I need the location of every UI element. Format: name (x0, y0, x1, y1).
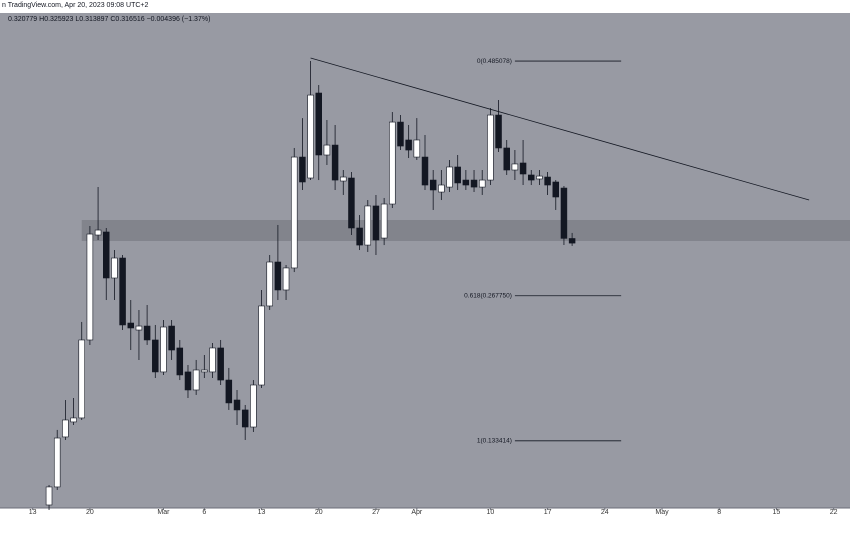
candle-body (519, 162, 527, 175)
candle-body (94, 229, 102, 236)
candle-body (397, 121, 404, 147)
candle-body (307, 94, 314, 179)
candle-body (364, 205, 372, 246)
x-tick-label: May (655, 509, 669, 516)
candle-body (323, 144, 331, 156)
candle-body (552, 181, 560, 198)
x-tick-label: 22 (830, 509, 838, 516)
candle-body (331, 144, 339, 181)
candle-body (160, 326, 167, 373)
candle-body (250, 384, 257, 428)
x-tick-label: Apr (411, 509, 423, 516)
candle-body (495, 114, 502, 149)
x-tick-label: 13 (29, 509, 37, 516)
candle-body (315, 92, 322, 156)
candle-body (299, 156, 306, 183)
trendline (310, 57, 810, 201)
candle-body (290, 156, 298, 269)
ohlc-readout: 0.320779 H0.325923 L0.313897 C0.316516 −… (8, 16, 210, 23)
x-tick-label: 8 (717, 509, 721, 516)
plot-area (0, 13, 850, 508)
candle-body (503, 147, 510, 171)
candle-body (266, 261, 273, 307)
candle-body (511, 163, 519, 171)
candle-body (568, 238, 576, 244)
candle-body (478, 179, 486, 188)
candle-body (225, 379, 233, 404)
candle-body (413, 139, 421, 158)
candle-body (372, 205, 380, 241)
candle-body (176, 347, 184, 376)
fib-label: 0(0.485078) (477, 58, 512, 65)
x-tick-label: 27 (372, 509, 380, 516)
candle-body (487, 114, 494, 181)
support-zone (81, 220, 850, 241)
x-tick-label: 10 (486, 509, 494, 516)
candle-body (152, 339, 159, 373)
candle-body (78, 339, 85, 419)
candle-body (70, 417, 77, 423)
candle-body (462, 179, 470, 186)
candle-body (446, 166, 453, 188)
candle-body (62, 419, 69, 438)
candle-body (536, 175, 543, 180)
x-tick-label: 15 (773, 509, 781, 516)
candle-body (135, 325, 143, 331)
candle-body (168, 325, 175, 351)
candle-body (233, 399, 241, 411)
candle-body (184, 371, 192, 391)
candle-body (340, 176, 347, 182)
candle-body (528, 174, 535, 181)
candle-body (258, 305, 265, 386)
candle-body (560, 187, 568, 239)
candle-body (438, 184, 445, 193)
x-tick-label: Mar (157, 509, 170, 516)
candle-body (103, 231, 110, 279)
candle-body (429, 179, 437, 191)
x-tick-label: 24 (601, 509, 609, 516)
candle-body (209, 347, 216, 373)
candle-body (274, 261, 282, 291)
candle-body (86, 233, 94, 341)
chart-title: n TradingView.com, Apr 20, 2023 09:08 UT… (2, 2, 148, 9)
fib-label: 1(0.133414) (477, 438, 512, 445)
candle-body (143, 325, 151, 341)
candle-body (53, 437, 61, 488)
candle-body (192, 369, 200, 391)
candle-body (356, 227, 363, 246)
candle-body (282, 267, 290, 291)
x-tick-label: 20 (86, 509, 94, 516)
x-tick-label: 20 (315, 509, 323, 516)
candle-body (389, 121, 396, 205)
candle-body (380, 203, 388, 239)
candle-body (45, 486, 53, 506)
x-tick-label: 6 (202, 509, 206, 516)
candle-body (544, 176, 551, 186)
x-tick-label: 13 (258, 509, 266, 516)
candle-body (348, 177, 355, 229)
candle-body (241, 409, 249, 428)
candle-body (405, 139, 412, 151)
candle-body (111, 257, 118, 279)
fib-label: 0.618(0.267750) (464, 292, 512, 299)
candle-body (127, 322, 135, 329)
candle-body (421, 156, 429, 186)
candle-body (470, 179, 478, 188)
candle-body (454, 166, 461, 184)
candle-body (119, 257, 126, 326)
x-tick-label: 17 (544, 509, 552, 516)
candle-body (217, 347, 224, 381)
candle-body (201, 369, 208, 373)
